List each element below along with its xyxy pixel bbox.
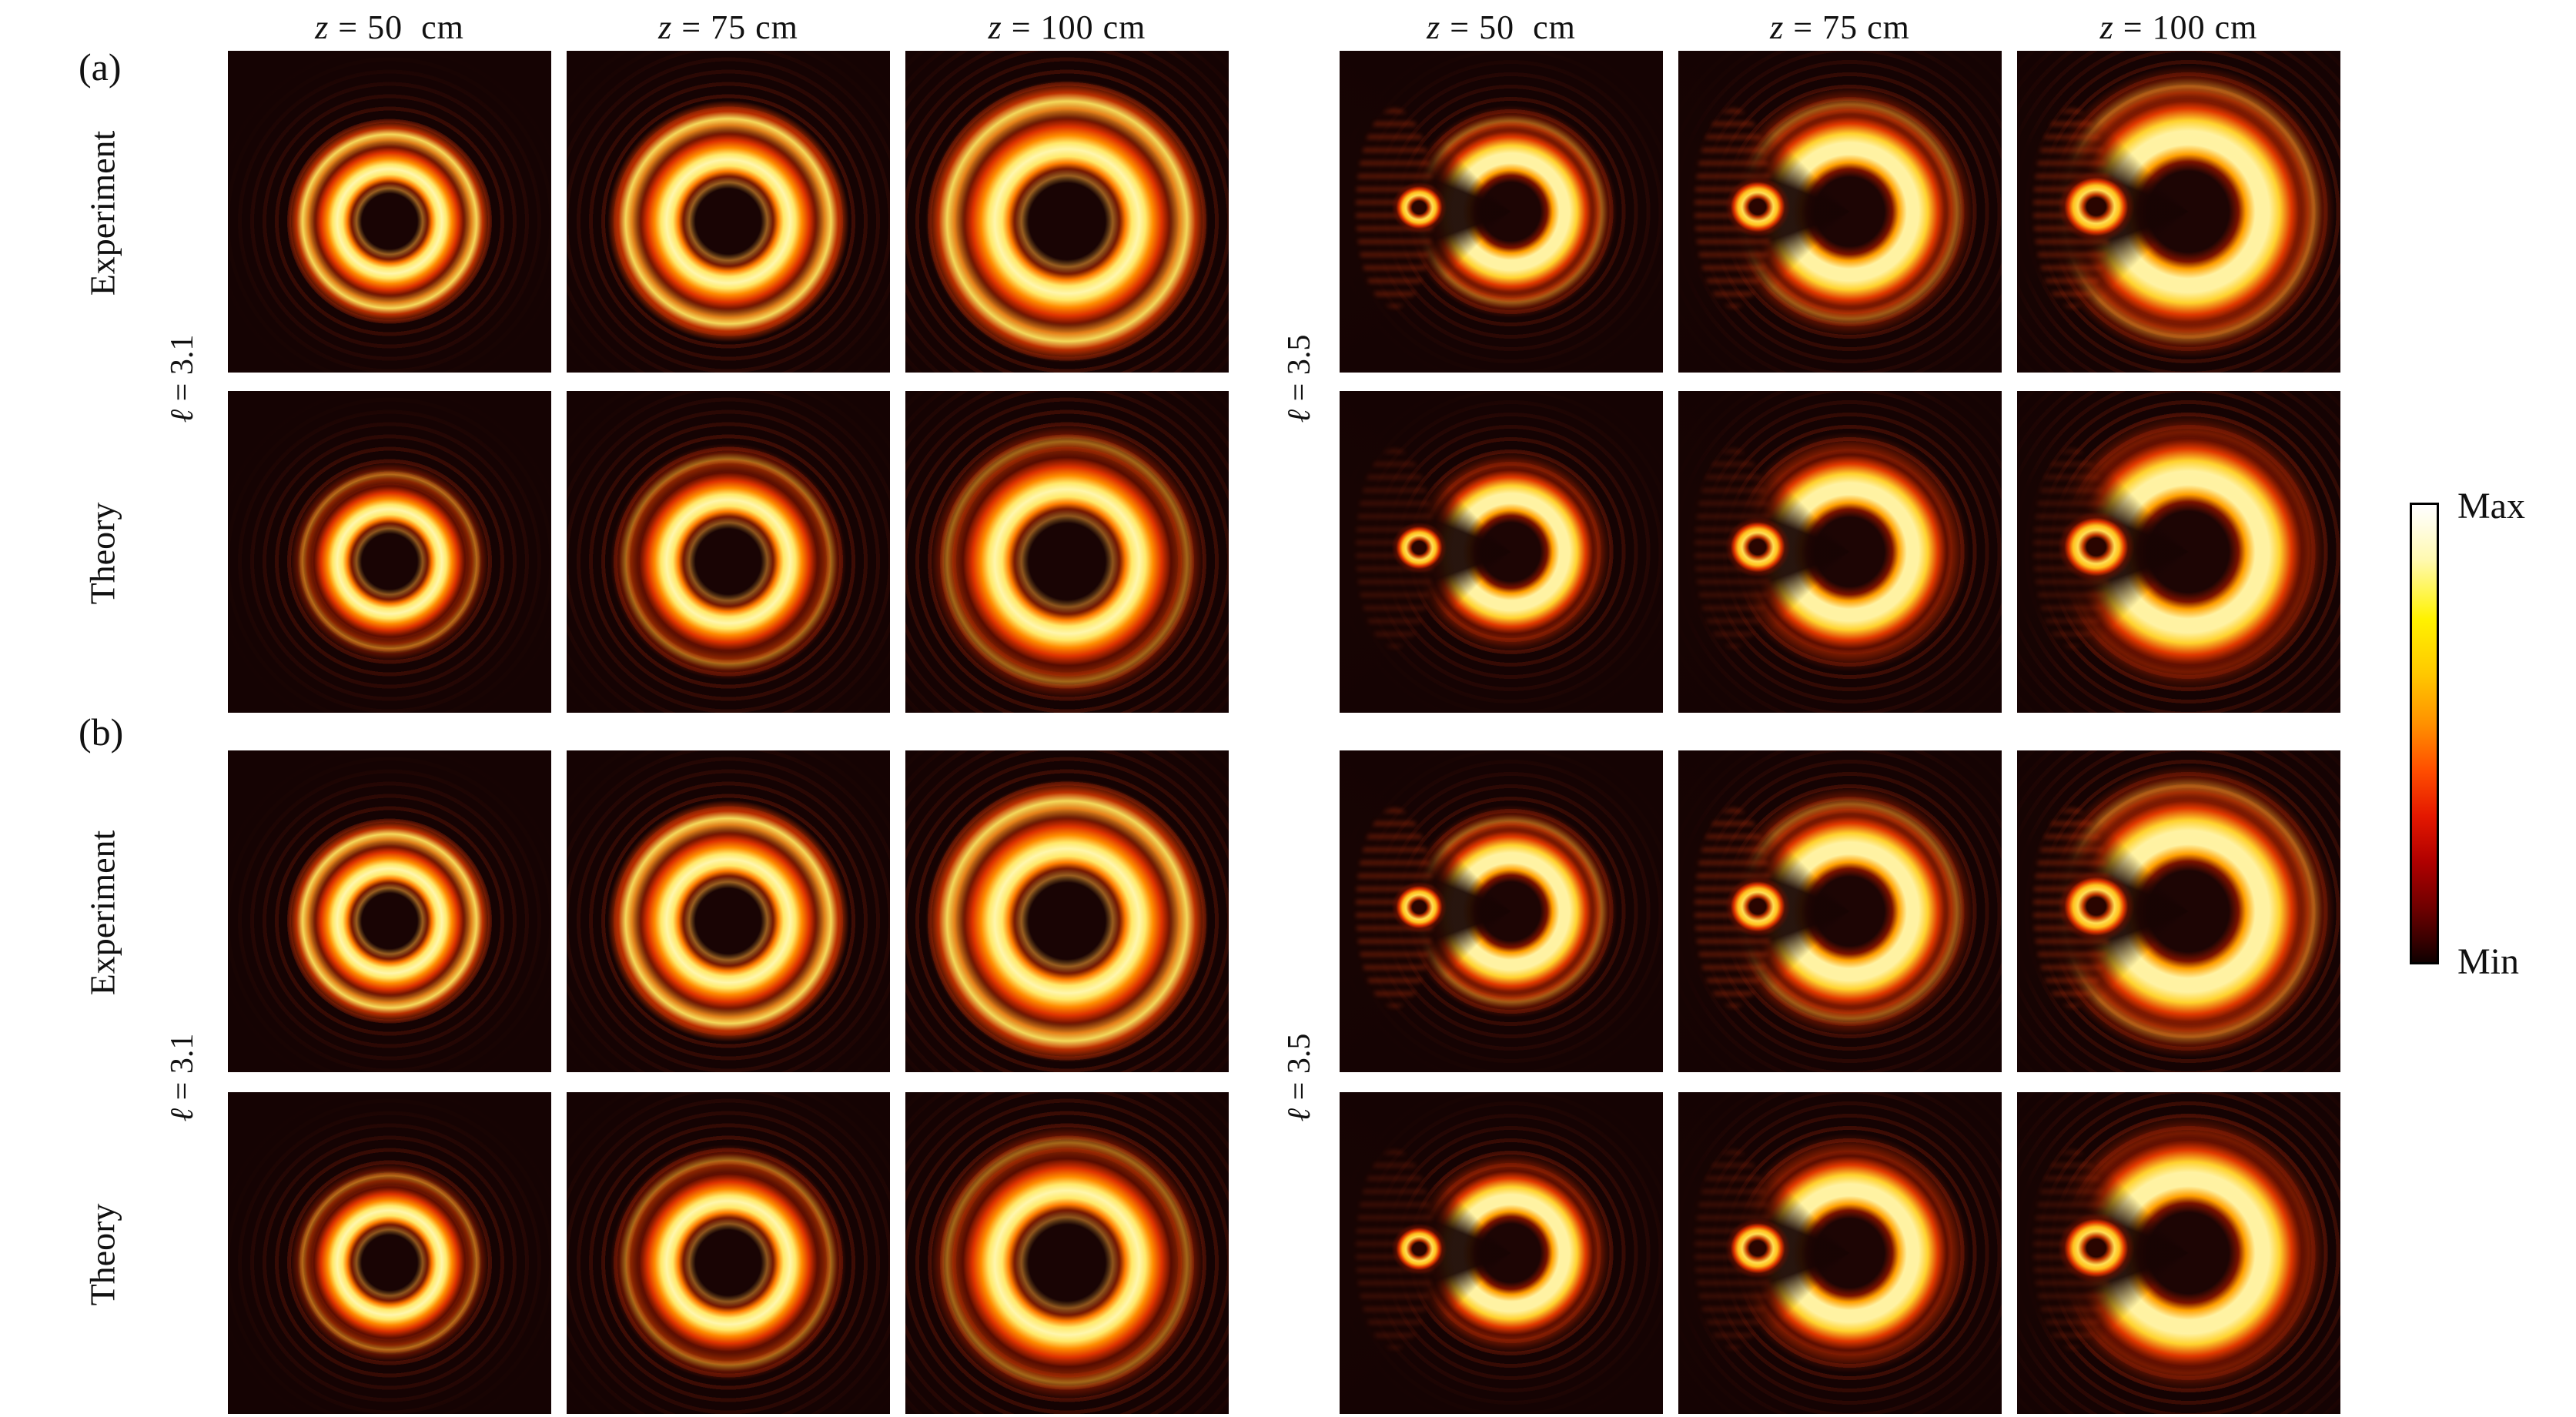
column-header-z75-left: z = 75 cm xyxy=(658,8,798,46)
section-b-label: (b) xyxy=(79,710,124,754)
beam-render xyxy=(905,1092,1229,1414)
beam-render xyxy=(228,750,551,1072)
ell-label-b-3p1: ℓ = 3.1 xyxy=(165,1033,200,1122)
beam-image-b-theory-l35-z50 xyxy=(1340,1092,1663,1414)
beam-render xyxy=(228,391,551,713)
beam-image-a-experiment-l31-z50 xyxy=(228,51,551,373)
column-header-z75-right: z = 75 cm xyxy=(1770,8,1910,46)
beam-image-a-experiment-l35-z100 xyxy=(2017,51,2340,373)
colorbar-min-label: Min xyxy=(2457,941,2520,982)
beam-image-b-experiment-l35-z50 xyxy=(1340,750,1663,1072)
beam-image-b-theory-l35-z100 xyxy=(2017,1092,2340,1414)
beam-render xyxy=(905,51,1229,373)
beam-image-a-theory-l31-z100 xyxy=(905,391,1229,713)
row-label-b-theory: Theory xyxy=(82,1203,122,1306)
colorbar xyxy=(2410,503,2439,964)
fringe-pattern xyxy=(2033,109,2111,309)
row-label-a-theory: Theory xyxy=(82,502,122,605)
beam-image-a-theory-l35-z100 xyxy=(2017,391,2340,713)
beam-render xyxy=(905,391,1229,713)
beam-render xyxy=(905,750,1229,1072)
fringe-pattern xyxy=(1694,109,1772,309)
beam-render xyxy=(2017,51,2340,373)
beam-image-b-experiment-l35-z100 xyxy=(2017,750,2340,1072)
beam-render xyxy=(1678,391,2002,713)
beam-render xyxy=(567,391,890,713)
beam-image-b-theory-l31-z50 xyxy=(228,1092,551,1414)
ell-label-a-3p5: ℓ = 3.5 xyxy=(1282,334,1317,423)
fringe-pattern xyxy=(1356,449,1434,649)
colorbar-max-label: Max xyxy=(2457,486,2525,526)
column-header-z100-right: z = 100 cm xyxy=(2099,8,2258,46)
beam-render xyxy=(1340,391,1663,713)
beam-image-b-theory-l35-z75 xyxy=(1678,1092,2002,1414)
row-label-b-experiment: Experiment xyxy=(82,830,122,996)
beam-render xyxy=(2017,391,2340,713)
fringe-pattern xyxy=(1356,808,1434,1008)
beam-image-b-experiment-l31-z50 xyxy=(228,750,551,1072)
beam-image-a-experiment-l31-z100 xyxy=(905,51,1229,373)
beam-image-a-theory-l35-z75 xyxy=(1678,391,2002,713)
fringe-pattern xyxy=(2033,808,2111,1008)
column-header-z50-right: z = 50 cm xyxy=(1427,8,1576,46)
beam-render xyxy=(228,51,551,373)
section-a-label: (a) xyxy=(79,45,122,89)
beam-image-a-theory-l31-z50 xyxy=(228,391,551,713)
fringe-pattern xyxy=(1694,1150,1772,1350)
beam-image-b-theory-l31-z75 xyxy=(567,1092,890,1414)
beam-image-a-experiment-l31-z75 xyxy=(567,51,890,373)
beam-image-a-theory-l35-z50 xyxy=(1340,391,1663,713)
column-header-z100-left: z = 100 cm xyxy=(988,8,1146,46)
beam-render xyxy=(1678,750,2002,1072)
beam-render xyxy=(567,51,890,373)
beam-render xyxy=(2017,1092,2340,1414)
beam-image-b-experiment-l31-z75 xyxy=(567,750,890,1072)
beam-image-a-experiment-l35-z75 xyxy=(1678,51,2002,373)
beam-render xyxy=(1340,1092,1663,1414)
fringe-pattern xyxy=(2033,449,2111,649)
fringe-pattern xyxy=(1694,808,1772,1008)
ell-label-a-3p1: ℓ = 3.1 xyxy=(165,334,200,423)
beam-image-b-experiment-l31-z100 xyxy=(905,750,1229,1072)
beam-render xyxy=(228,1092,551,1414)
beam-image-a-theory-l31-z75 xyxy=(567,391,890,713)
beam-render xyxy=(1678,1092,2002,1414)
beam-render xyxy=(1340,750,1663,1072)
fringe-pattern xyxy=(1356,109,1434,309)
fringe-pattern xyxy=(1356,1150,1434,1350)
beam-image-a-experiment-l35-z50 xyxy=(1340,51,1663,373)
fringe-pattern xyxy=(1694,449,1772,649)
fringe-pattern xyxy=(2033,1150,2111,1350)
row-label-a-experiment: Experiment xyxy=(82,130,122,296)
ell-label-b-3p5: ℓ = 3.5 xyxy=(1282,1033,1317,1122)
beam-image-b-theory-l31-z100 xyxy=(905,1092,1229,1414)
beam-render xyxy=(1678,51,2002,373)
column-header-z50-left: z = 50 cm xyxy=(315,8,464,46)
beam-render xyxy=(567,750,890,1072)
beam-render xyxy=(1340,51,1663,373)
beam-render xyxy=(567,1092,890,1414)
beam-render xyxy=(2017,750,2340,1072)
beam-image-b-experiment-l35-z75 xyxy=(1678,750,2002,1072)
